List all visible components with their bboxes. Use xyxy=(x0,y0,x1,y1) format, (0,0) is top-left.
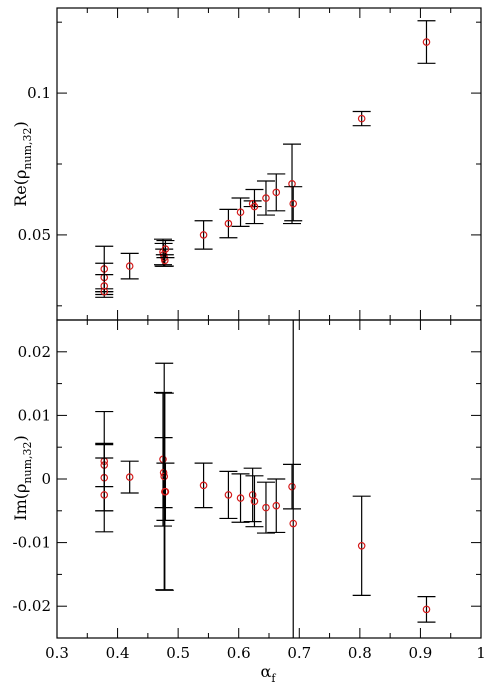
bottom-data-point xyxy=(352,495,371,596)
bottom-data-point xyxy=(155,362,174,591)
x-tick-label: 0.8 xyxy=(348,644,372,662)
bottom-marker xyxy=(236,494,245,502)
x-tick-label: 0.5 xyxy=(166,644,190,662)
top-data-point xyxy=(95,287,114,296)
bottom-data-point xyxy=(156,462,175,521)
bottom-marker xyxy=(160,472,169,481)
bottom-marker xyxy=(100,491,109,499)
top-y-ticks: 0.05 0.1 xyxy=(18,21,481,307)
top-marker xyxy=(422,38,431,46)
top-y-tick-label: 0.1 xyxy=(27,84,51,102)
x-tick-label: 0.9 xyxy=(408,644,432,662)
top-marker xyxy=(262,194,270,202)
bottom-data-point xyxy=(231,473,250,523)
top-data-point xyxy=(245,188,264,225)
bottom-data-point xyxy=(245,475,264,528)
top-marker xyxy=(161,245,170,253)
bottom-y-tick-label: 0.01 xyxy=(18,406,51,424)
bottom-y-tick-label: -0.02 xyxy=(13,597,51,615)
bottom-marker xyxy=(159,455,167,464)
bottom-marker xyxy=(289,519,298,528)
top-marker xyxy=(100,287,109,296)
bottom-marker xyxy=(199,481,208,490)
bottom-marker xyxy=(357,541,366,550)
top-y-tick-label: 0.05 xyxy=(18,226,51,244)
top-data-point xyxy=(267,173,286,212)
top-marker xyxy=(250,202,259,211)
x-tick-label: 1 xyxy=(476,644,485,662)
top-data-point xyxy=(352,110,371,127)
bottom-data-point xyxy=(155,392,174,591)
top-y-axis-label: Re(ρnum,32) xyxy=(11,121,34,207)
top-data-point xyxy=(231,197,250,227)
bottom-y-tick-label: 0 xyxy=(41,470,51,488)
x-axis-label: αf xyxy=(261,662,277,685)
bottom-y-ticks: -0.02 -0.01 0 0.01 0.02 xyxy=(13,343,481,615)
top-marker xyxy=(199,231,208,239)
bottom-y-tick-label: -0.01 xyxy=(13,534,51,552)
top-panel: 0.05 0.1 Re(ρnum,32) xyxy=(11,7,482,321)
top-data-point xyxy=(156,239,175,259)
x-tick-label: 0.7 xyxy=(287,644,311,662)
bottom-marker xyxy=(224,491,233,499)
top-data-marks xyxy=(95,20,436,298)
bottom-marker xyxy=(422,605,431,614)
top-data-point xyxy=(417,20,436,64)
top-plot-frame xyxy=(56,7,482,321)
bottom-data-point xyxy=(256,481,275,534)
bottom-data-marks xyxy=(95,320,436,638)
bottom-y-axis-label: Im(ρnum,32) xyxy=(11,435,34,520)
bottom-data-point xyxy=(154,437,173,509)
bottom-marker xyxy=(161,487,170,496)
top-data-point xyxy=(120,252,139,280)
bottom-data-point xyxy=(154,391,172,527)
top-data-point xyxy=(283,143,302,225)
bottom-marker xyxy=(159,468,168,477)
bottom-x-ticks: 0.3 0.4 0.5 0.6 0.7 0.8 0.9 1 xyxy=(45,320,485,662)
bottom-marker xyxy=(288,482,296,491)
top-data-point xyxy=(194,220,213,250)
bottom-marker xyxy=(250,497,259,506)
bottom-data-point xyxy=(120,460,139,494)
top-marker xyxy=(125,262,134,270)
x-tick-label: 0.3 xyxy=(45,644,69,662)
bottom-data-point xyxy=(219,470,238,520)
top-data-point xyxy=(256,180,275,216)
bottom-marker xyxy=(125,473,134,481)
top-marker xyxy=(272,188,281,197)
bottom-data-point xyxy=(95,457,114,533)
bottom-marker xyxy=(272,501,281,510)
top-marker xyxy=(289,199,298,208)
top-x-ticks xyxy=(86,8,452,320)
bottom-data-point xyxy=(283,463,302,510)
bottom-marker xyxy=(262,503,270,512)
x-tick-label: 0.4 xyxy=(106,644,130,662)
top-data-point xyxy=(284,186,303,222)
bottom-data-point xyxy=(289,320,298,638)
bottom-y-tick-label: 0.02 xyxy=(18,343,51,361)
top-data-point xyxy=(219,208,238,239)
bottom-data-point xyxy=(417,596,436,623)
x-tick-label: 0.6 xyxy=(227,644,251,662)
top-marker xyxy=(357,114,366,123)
bottom-data-point xyxy=(194,462,213,509)
bottom-data-point xyxy=(267,478,286,534)
top-marker xyxy=(236,208,245,217)
top-marker xyxy=(224,219,233,228)
